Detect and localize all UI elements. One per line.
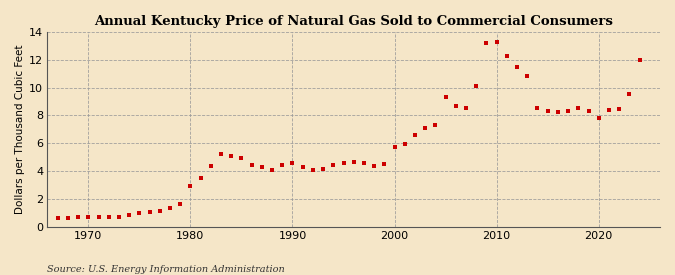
Point — [593, 116, 604, 120]
Point — [603, 108, 614, 113]
Point — [195, 176, 206, 180]
Point — [634, 58, 645, 63]
Point — [614, 107, 624, 111]
Point — [308, 167, 319, 172]
Point — [389, 144, 400, 149]
Point — [93, 214, 104, 219]
Point — [542, 109, 553, 113]
Y-axis label: Dollars per Thousand Cubic Feet: Dollars per Thousand Cubic Feet — [15, 45, 25, 214]
Point — [358, 161, 369, 166]
Point — [450, 104, 461, 109]
Point — [226, 154, 237, 159]
Point — [430, 123, 441, 127]
Point — [481, 41, 492, 45]
Point — [460, 106, 471, 111]
Point — [471, 84, 482, 88]
Point — [338, 160, 349, 165]
Point — [144, 210, 155, 214]
Point — [318, 167, 329, 171]
Point — [277, 163, 288, 167]
Point — [369, 164, 379, 168]
Point — [420, 126, 431, 130]
Point — [297, 165, 308, 169]
Point — [400, 142, 410, 146]
Point — [134, 211, 144, 216]
Point — [124, 213, 134, 218]
Point — [103, 215, 114, 219]
Point — [573, 106, 584, 111]
Point — [624, 92, 634, 96]
Point — [532, 106, 543, 110]
Point — [236, 156, 247, 161]
Point — [563, 109, 574, 113]
Point — [246, 163, 257, 167]
Point — [63, 215, 74, 220]
Point — [175, 202, 186, 206]
Point — [83, 215, 94, 219]
Title: Annual Kentucky Price of Natural Gas Sold to Commercial Consumers: Annual Kentucky Price of Natural Gas Sol… — [95, 15, 613, 28]
Point — [215, 152, 226, 156]
Point — [185, 183, 196, 188]
Point — [113, 214, 124, 219]
Point — [410, 133, 421, 137]
Point — [440, 95, 451, 100]
Point — [73, 215, 84, 219]
Point — [491, 40, 502, 44]
Point — [267, 167, 277, 172]
Point — [287, 160, 298, 165]
Point — [522, 73, 533, 78]
Point — [348, 160, 359, 164]
Point — [165, 206, 176, 210]
Point — [502, 54, 512, 59]
Point — [205, 164, 216, 168]
Point — [583, 109, 594, 113]
Point — [155, 208, 165, 213]
Point — [512, 65, 522, 70]
Point — [379, 162, 389, 166]
Point — [256, 165, 267, 169]
Point — [328, 163, 339, 167]
Point — [52, 216, 63, 220]
Text: Source: U.S. Energy Information Administration: Source: U.S. Energy Information Administ… — [47, 265, 285, 274]
Point — [553, 110, 564, 114]
